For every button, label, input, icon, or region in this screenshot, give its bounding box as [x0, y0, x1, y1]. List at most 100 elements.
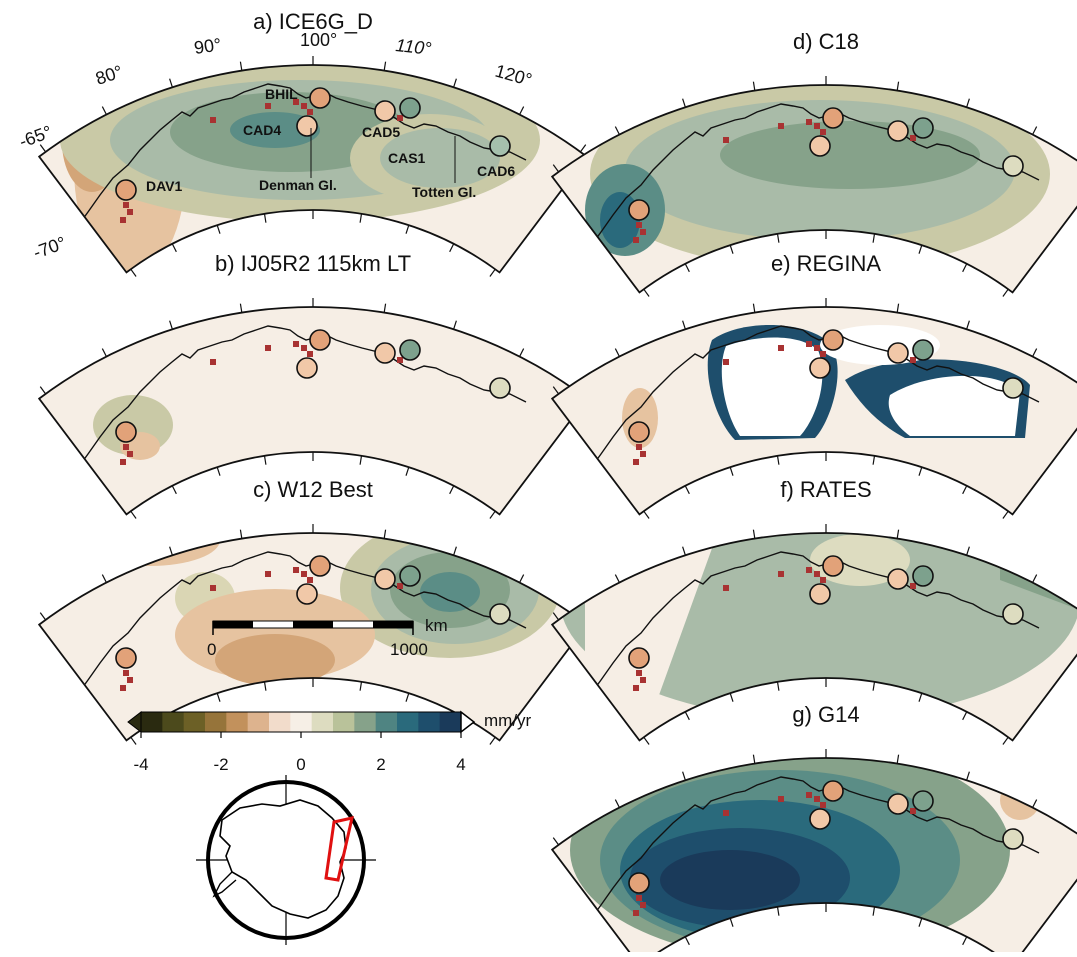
graticule-tick [383, 303, 387, 313]
ice-rise-mark [814, 345, 820, 351]
graticule-tick [752, 529, 756, 539]
colorbar-swatch [269, 712, 291, 732]
colorbar-swatch [226, 712, 249, 732]
ice-rise-mark [814, 123, 820, 129]
lon-label-110: 110° [395, 35, 433, 59]
graticule-tick [489, 268, 496, 277]
lon-label-90: 90° [193, 34, 223, 58]
graticule-tick [263, 455, 267, 465]
ice-rise-mark [127, 451, 133, 457]
colorbar-swatch [354, 712, 377, 732]
graticule-tick [383, 529, 387, 539]
graticule-tick [684, 711, 690, 721]
ice-rise-mark [210, 585, 216, 591]
uplift-contour [380, 128, 500, 188]
lat-label-65: -65° [17, 122, 55, 152]
graticule-tick [682, 98, 686, 108]
glacier-label-totten: Totten Gl. [412, 184, 476, 200]
uplift-contour [660, 850, 800, 910]
graticule-tick [684, 485, 690, 495]
ice-rise-mark [307, 351, 313, 357]
graticule-tick [643, 736, 650, 745]
panel-title-d: d) C18 [793, 29, 859, 54]
ice-rise-mark [397, 357, 403, 363]
ice-rise-mark [633, 459, 639, 465]
map-frame [550, 84, 1077, 294]
gps-site-marker [887, 342, 909, 364]
colorbar-swatch [418, 712, 441, 732]
graticule-tick [776, 455, 780, 465]
gps-site-marker [912, 790, 934, 812]
ice-rise-mark [910, 583, 916, 589]
ice-rise-mark [636, 670, 642, 676]
colorbar-swatch [183, 712, 206, 732]
gps-site-marker [374, 568, 396, 590]
graticule-tick [216, 224, 221, 234]
ice-rise-mark [301, 345, 307, 351]
gps-site-marker [115, 421, 137, 443]
ice-rise-mark [636, 444, 642, 450]
gps-site-marker [809, 808, 831, 830]
gps-site-marker [399, 339, 421, 361]
uplift-contour [215, 634, 335, 686]
graticule-tick [405, 692, 410, 702]
graticule-tick [643, 288, 650, 297]
graticule-tick [776, 233, 780, 243]
colorbar-swatch [439, 712, 462, 732]
graticule-tick [552, 164, 560, 173]
gps-site-marker [912, 565, 934, 587]
ice-rise-mark [301, 571, 307, 577]
graticule-tick [682, 320, 686, 330]
graticule-tick [614, 348, 620, 357]
ice-rise-mark [397, 583, 403, 589]
uplift-contour [80, 533, 220, 566]
gps-site-marker [489, 135, 511, 157]
graticule-tick [684, 936, 690, 946]
graticule-tick [896, 529, 900, 539]
graticule-tick [579, 144, 587, 153]
site-label-dav1: DAV1 [146, 178, 183, 194]
graticule-tick [776, 681, 780, 691]
map-panel-g [550, 749, 1077, 957]
ice-rise-mark [120, 217, 126, 223]
graticule-tick [130, 268, 137, 277]
graticule-tick [519, 574, 525, 583]
graticule-tick [614, 799, 620, 808]
colorbar-swatch [311, 712, 334, 732]
masked-region [820, 325, 940, 365]
masked-region [888, 375, 1020, 436]
gps-site-marker [374, 342, 396, 364]
gps-site-marker [628, 199, 650, 221]
graticule-tick [872, 233, 876, 243]
graticule-tick [130, 510, 137, 519]
ice-rise-mark [640, 902, 646, 908]
lon-label-100: 100° [300, 30, 337, 50]
graticule-tick [962, 711, 968, 721]
ice-rise-mark [723, 810, 729, 816]
ice-rise-mark [307, 577, 313, 583]
uplift-contour [1000, 780, 1040, 820]
scale-bar-unit: km [425, 616, 448, 635]
graticule-tick [729, 917, 734, 927]
ice-rise-mark [910, 357, 916, 363]
gps-site-marker [822, 107, 844, 129]
graticule-tick [729, 692, 734, 702]
graticule-tick [453, 320, 457, 330]
gps-site-marker [809, 135, 831, 157]
graticule-tick [169, 320, 173, 330]
ice-rise-mark [778, 796, 784, 802]
ice-rise-mark [778, 571, 784, 577]
ice-rise-mark [265, 345, 271, 351]
colorbar-swatch [205, 712, 227, 732]
ice-rise-mark [123, 202, 129, 208]
ice-rise-mark [814, 571, 820, 577]
map-frame [550, 757, 1077, 957]
ice-rise-mark [820, 129, 826, 135]
scale-bar [212, 620, 414, 635]
graticule-tick [453, 78, 457, 88]
graticule-tick [101, 106, 107, 115]
colorbar-tick-label: 2 [376, 755, 385, 774]
map-panels [37, 56, 1077, 957]
map-frame [37, 64, 589, 274]
graticule-tick [359, 213, 363, 223]
